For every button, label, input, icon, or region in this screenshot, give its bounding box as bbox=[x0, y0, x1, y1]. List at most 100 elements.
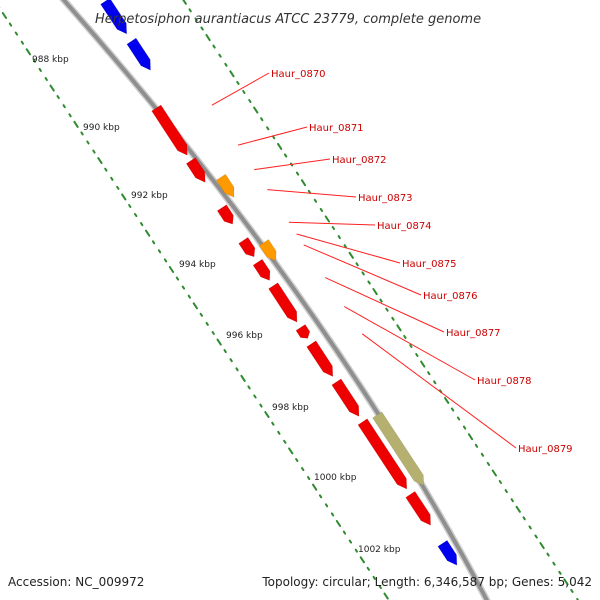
tick-mark bbox=[97, 157, 103, 165]
tick-mark bbox=[367, 280, 371, 285]
gene-haur_0876[interactable] bbox=[252, 258, 271, 281]
tick-mark bbox=[104, 167, 108, 172]
gene-label-haur_0873[interactable]: Haur_0873 bbox=[358, 193, 413, 204]
gene-label-haur_0871[interactable]: Haur_0871 bbox=[309, 123, 364, 134]
tick-mark bbox=[134, 213, 138, 218]
kbp-label: 998 kbp bbox=[272, 403, 309, 413]
gene-haur_0878[interactable] bbox=[295, 324, 311, 339]
gene-label-haur_0874[interactable]: Haur_0874 bbox=[377, 221, 432, 232]
tick-mark bbox=[211, 331, 215, 335]
tick-mark bbox=[415, 353, 419, 357]
tick-mark bbox=[467, 433, 474, 441]
tick-mark bbox=[378, 585, 382, 589]
leader-line bbox=[344, 306, 476, 381]
leader-line bbox=[237, 126, 308, 146]
tick-mark bbox=[539, 542, 545, 550]
tick-mark bbox=[44, 77, 48, 81]
gene-haur_0883[interactable] bbox=[405, 490, 431, 526]
tick-mark bbox=[480, 452, 485, 457]
tick-mark bbox=[199, 312, 203, 317]
tick-mark bbox=[253, 106, 259, 114]
tick-mark bbox=[25, 48, 31, 56]
tick-mark bbox=[121, 193, 127, 201]
tick-mark bbox=[301, 467, 305, 472]
tick-mark bbox=[385, 307, 389, 312]
tick-mark bbox=[355, 262, 359, 267]
tick-mark bbox=[194, 17, 198, 22]
tick-mark bbox=[157, 249, 162, 254]
gene-layer bbox=[100, 0, 458, 566]
tick-mark bbox=[235, 367, 239, 372]
tick-mark bbox=[383, 592, 389, 600]
gene-label-haur_0879[interactable]: Haur_0879 bbox=[518, 444, 573, 455]
gene-downstream-1[interactable] bbox=[437, 539, 458, 566]
gene-haur_0877[interactable] bbox=[268, 282, 298, 323]
label-layer: Haur_0870 Haur_0871 Haur_0872 Haur_0873 Haur… bbox=[211, 69, 573, 455]
gene-label-haur_0872[interactable]: Haur_0872 bbox=[332, 155, 387, 166]
leader-line bbox=[361, 333, 517, 449]
tick-mark bbox=[433, 380, 437, 385]
tick-mark bbox=[73, 120, 79, 128]
gene-haur_0882[interactable] bbox=[357, 418, 408, 490]
gene-haur_0870[interactable] bbox=[151, 104, 188, 156]
gene-upstream-2[interactable] bbox=[126, 37, 151, 71]
tick-mark bbox=[319, 207, 324, 212]
tick-mark bbox=[300, 179, 307, 187]
genome-summary-text: Topology: circular; Length: 6,346,587 bp… bbox=[261, 575, 592, 589]
tick-mark bbox=[563, 578, 569, 586]
tick-mark bbox=[216, 338, 222, 346]
kbp-label-layer: 988 kbp 990 kbp 992 kbp 994 kbp 996 kbp 998 k… bbox=[32, 55, 401, 555]
tick-mark bbox=[271, 421, 275, 426]
kbp-label: 992 kbp bbox=[131, 191, 168, 201]
leader-line bbox=[267, 189, 357, 198]
tick-mark bbox=[420, 360, 426, 368]
tick-mark bbox=[248, 99, 252, 103]
tick-mark bbox=[182, 0, 187, 5]
gene-label-haur_0870[interactable]: Haur_0870 bbox=[271, 69, 326, 80]
tick-mark bbox=[62, 104, 66, 109]
tick-mark bbox=[277, 430, 281, 435]
gene-haur_0873[interactable] bbox=[216, 204, 234, 225]
gene-haur_0874[interactable] bbox=[238, 236, 256, 258]
gene-haur_0871[interactable] bbox=[185, 157, 206, 183]
tick-mark bbox=[145, 229, 151, 237]
tick-mark bbox=[391, 316, 395, 321]
tick-mark bbox=[283, 153, 288, 158]
tick-mark bbox=[335, 520, 342, 527]
tick-mark bbox=[348, 251, 354, 259]
tick-mark bbox=[318, 494, 323, 499]
gene-upstream-1[interactable] bbox=[100, 0, 128, 35]
gene-haur_0872[interactable] bbox=[215, 173, 235, 198]
gene-haur_0875[interactable] bbox=[258, 239, 277, 262]
kbp-label: 1000 kbp bbox=[314, 473, 357, 483]
tick-mark bbox=[187, 294, 191, 299]
tick-mark bbox=[491, 469, 497, 477]
leader-line bbox=[254, 158, 331, 171]
tick-mark bbox=[212, 44, 216, 49]
tick-mark bbox=[343, 244, 347, 249]
tick-mark bbox=[218, 53, 222, 58]
tick-mark bbox=[570, 588, 574, 593]
tick-mark bbox=[229, 70, 235, 78]
tick-mark bbox=[403, 334, 407, 339]
tick-mark bbox=[272, 135, 276, 140]
gene-label-haur_0875[interactable]: Haur_0875 bbox=[402, 259, 457, 270]
tick-layer bbox=[0, 0, 580, 600]
tick-mark bbox=[312, 483, 318, 491]
tick-mark bbox=[253, 394, 257, 399]
tick-mark bbox=[192, 302, 198, 310]
tick-mark bbox=[324, 503, 329, 508]
gene-label-haur_0877[interactable]: Haur_0877 bbox=[446, 328, 501, 339]
gene-label-haur_0876[interactable]: Haur_0876 bbox=[423, 291, 478, 302]
gene-label-haur_0878[interactable]: Haur_0878 bbox=[477, 376, 532, 387]
gene-haur_0879[interactable] bbox=[306, 340, 334, 377]
tick-mark bbox=[188, 8, 192, 13]
gene-haur_0880[interactable] bbox=[331, 378, 360, 417]
tick-mark bbox=[266, 126, 270, 131]
tick-mark bbox=[522, 516, 526, 521]
tick-mark bbox=[20, 40, 24, 45]
tick-mark bbox=[283, 439, 287, 444]
gene-haur_0881[interactable] bbox=[372, 411, 425, 487]
tick-mark bbox=[576, 598, 580, 600]
